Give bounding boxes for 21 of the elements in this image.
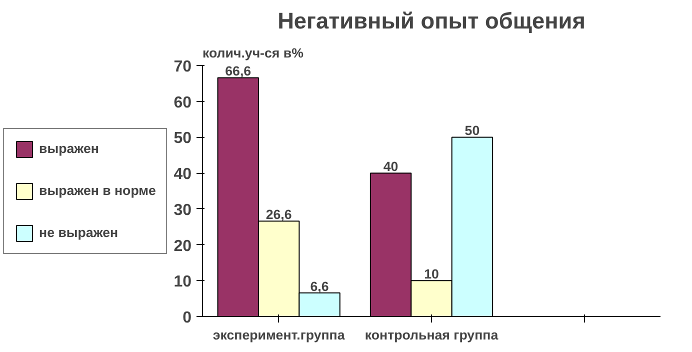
y-tick-label: 50	[174, 130, 192, 148]
y-tick-label: 60	[174, 94, 192, 112]
y-tick-label: 30	[174, 202, 192, 219]
y-tick-label: 20	[174, 238, 192, 255]
y-tick-label: 10	[174, 274, 192, 291]
chart-title: Негативный опыт общения	[278, 8, 586, 34]
legend-label: выражен в норме	[39, 183, 156, 198]
y-axis-title: колич.уч-ся в%	[202, 46, 304, 60]
data-label: 66,6	[225, 64, 252, 79]
x-tick-label: контрольная группа	[364, 328, 499, 342]
data-label: 50	[464, 123, 480, 138]
data-label: 26,6	[266, 207, 292, 222]
y-tick-label: 70	[174, 58, 192, 76]
legend-label: выражен	[39, 141, 100, 156]
data-label: 40	[383, 159, 398, 174]
data-label: 10	[424, 266, 439, 282]
y-tick-label: 40	[174, 166, 192, 184]
x-tick-label: эксперимент.группа	[212, 328, 346, 342]
data-label: 6,6	[310, 278, 329, 294]
legend-label: не выражен	[39, 225, 120, 240]
y-tick-label: 0	[182, 310, 192, 326]
